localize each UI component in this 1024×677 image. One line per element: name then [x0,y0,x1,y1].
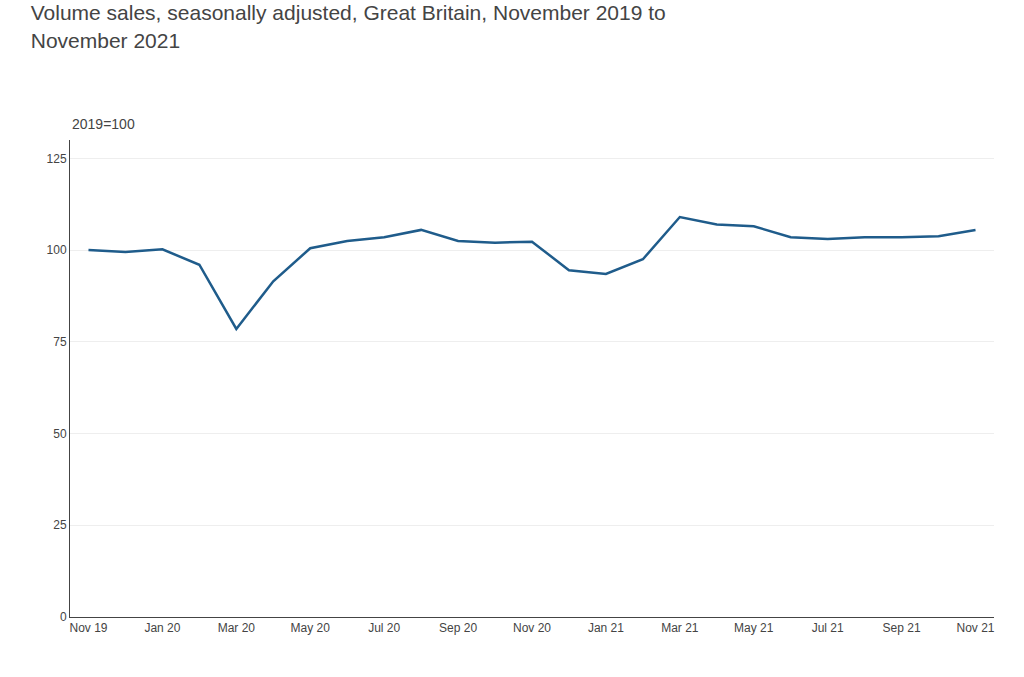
svg-text:Nov 20: Nov 20 [513,621,551,635]
svg-text:Mar 20: Mar 20 [218,621,256,635]
svg-text:Jul 21: Jul 21 [812,621,844,635]
svg-text:May 20: May 20 [291,621,331,635]
svg-text:Sep 21: Sep 21 [883,621,921,635]
svg-text:25: 25 [53,518,67,532]
svg-text:May 21: May 21 [734,621,774,635]
svg-text:Jul 20: Jul 20 [368,621,400,635]
svg-text:100: 100 [47,243,67,257]
svg-text:75: 75 [53,335,67,349]
svg-text:Jan 21: Jan 21 [588,621,624,635]
svg-text:Nov 21: Nov 21 [957,621,995,635]
svg-text:2019=100: 2019=100 [72,116,135,132]
svg-text:Mar 21: Mar 21 [661,621,699,635]
svg-text:125: 125 [47,152,67,166]
svg-text:Volume sales, seasonally adjus: Volume sales, seasonally adjusted, Great… [31,1,666,51]
svg-text:Sep 20: Sep 20 [439,621,477,635]
svg-text:Nov 19: Nov 19 [69,621,107,635]
svg-text:Jan 20: Jan 20 [144,621,180,635]
svg-text:50: 50 [53,427,67,441]
svg-text:0: 0 [60,610,67,624]
